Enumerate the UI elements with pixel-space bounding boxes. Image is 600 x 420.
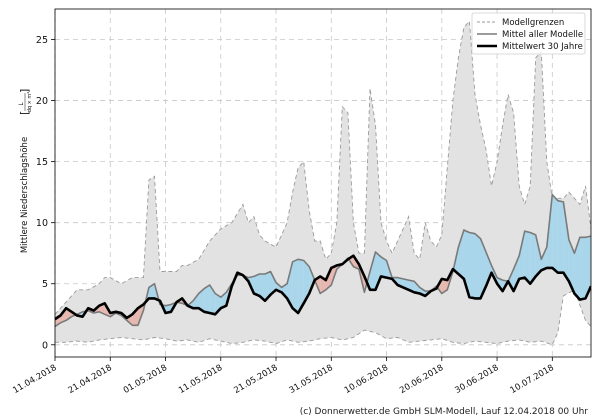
y-tick-label: 0	[42, 340, 48, 351]
plot-frame	[54, 8, 592, 358]
legend-label-model: Mittel aller Modelle	[502, 30, 583, 40]
above-climate-fill	[535, 234, 542, 277]
above-climate-fill	[264, 271, 271, 301]
above-climate-fill	[552, 194, 558, 273]
above-climate-fill	[193, 293, 199, 309]
below-climate-fill	[132, 308, 138, 326]
y-tick-label: 10	[36, 218, 48, 229]
above-climate-fill	[381, 256, 387, 278]
y-axis-unit-den: dq × m²	[27, 92, 33, 113]
x-tick-label: 10.07.2018	[509, 363, 556, 396]
x-tick-label: 21.05.2018	[232, 363, 279, 396]
above-climate-fill	[369, 251, 376, 290]
y-tick-label: 5	[42, 279, 48, 290]
model-range-min-line	[55, 289, 591, 346]
above-climate-fill	[458, 230, 464, 279]
above-climate-fill	[474, 233, 481, 299]
above-climate-fill	[259, 273, 265, 301]
copyright-footer: (c) Donnerwetter.de GmbH SLM-Modell, Lau…	[299, 407, 588, 417]
above-climate-fill	[198, 288, 205, 312]
legend: Modellgrenzen Mittel aller Modelle Mitte…	[471, 12, 586, 55]
x-tick-label: 11.04.2018	[11, 363, 58, 396]
above-climate-fill	[486, 251, 492, 287]
svg-text:Mittlere Niederschlagshöhe: Mittlere Niederschlagshöhe	[20, 137, 30, 253]
x-tick-label: 21.04.2018	[67, 363, 114, 396]
model-range-max-line	[55, 20, 591, 315]
above-climate-fill	[303, 260, 310, 304]
above-climate-fill	[524, 231, 531, 284]
y-axis-unit-close: ]	[18, 89, 31, 93]
y-tick-label: 20	[36, 96, 48, 107]
above-climate-fill	[375, 251, 382, 290]
legend-label-climate: Mittelwert 30 Jahre	[502, 42, 583, 52]
x-axis: 11.04.2018 21.04.2018 01.05.2018 11.05.2018…	[11, 357, 556, 396]
x-tick-label: 10.06.2018	[343, 363, 390, 396]
above-climate-fill	[204, 284, 210, 314]
above-climate-fill	[557, 200, 564, 273]
above-climate-fill	[480, 238, 487, 299]
above-climate-fill	[513, 255, 520, 292]
legend-box	[471, 12, 586, 55]
x-tick-label: 01.05.2018	[122, 363, 169, 396]
above-climate-fill	[585, 236, 591, 299]
above-climate-fill	[541, 247, 547, 271]
x-tick-label: 31.05.2018	[288, 363, 335, 396]
above-climate-fill	[530, 232, 536, 284]
x-tick-label: 11.05.2018	[177, 363, 224, 396]
y-tick-label: 15	[36, 157, 48, 168]
above-climate-fill	[508, 269, 514, 292]
x-tick-label: 20.06.2018	[398, 363, 445, 396]
above-climate-fill	[568, 239, 575, 294]
y-axis-label-text: Mittlere Niederschlagshöhe	[20, 137, 30, 253]
y-axis: 0 5 10 15 20 25	[36, 35, 55, 351]
above-climate-fill	[469, 232, 475, 299]
y-tick-label: 25	[36, 35, 48, 46]
above-climate-fill	[253, 273, 260, 296]
legend-label-range: Modellgrenzen	[502, 18, 564, 28]
above-climate-fill	[519, 231, 525, 279]
y-axis-unit-open: [	[18, 111, 31, 115]
above-climate-fill	[287, 261, 293, 309]
above-climate-fill	[298, 259, 304, 314]
above-climate-fill	[563, 201, 569, 282]
y-axis-unit-num: L	[18, 102, 25, 106]
model-mean-line	[55, 193, 591, 328]
above-climate-fill	[579, 237, 586, 300]
above-climate-fill	[270, 271, 277, 295]
above-climate-fill	[574, 237, 580, 300]
y-axis-label: Mittlere Niederschlagshöhe [ L dq × m² ]	[18, 89, 33, 253]
x-tick-label: 30.06.2018	[453, 363, 500, 396]
climate-mean-line	[55, 254, 591, 321]
below-climate-fill	[126, 314, 133, 326]
above-climate-fill	[414, 281, 420, 294]
above-climate-fill	[292, 259, 299, 314]
